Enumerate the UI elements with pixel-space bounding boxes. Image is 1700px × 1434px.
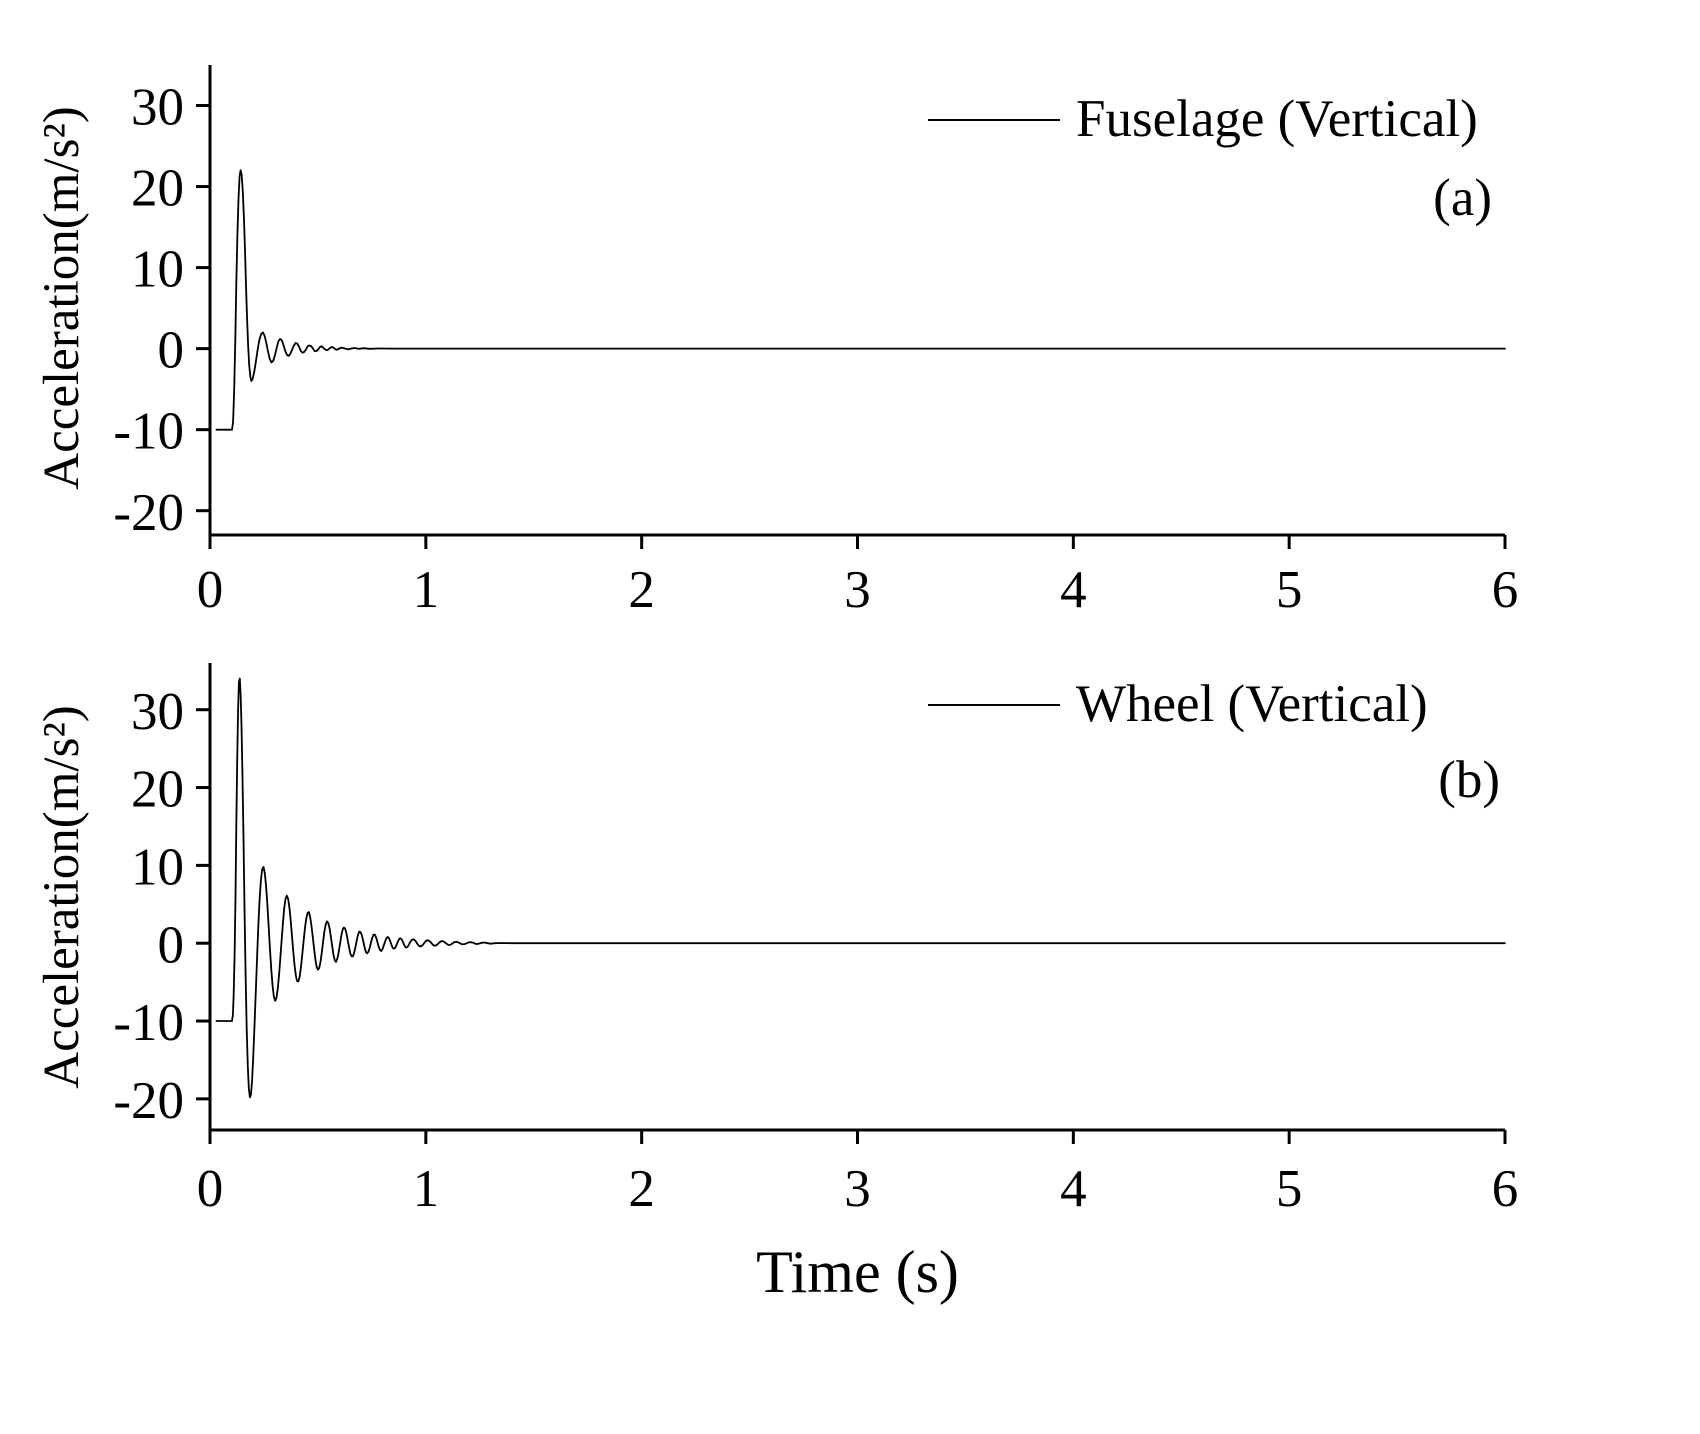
svg-text:10: 10 <box>131 838 184 896</box>
svg-text:4: 4 <box>1060 561 1087 619</box>
svg-text:2: 2 <box>628 1160 655 1218</box>
svg-text:4: 4 <box>1060 1160 1087 1218</box>
svg-text:0: 0 <box>158 322 185 380</box>
svg-text:5: 5 <box>1276 561 1303 619</box>
svg-text:3: 3 <box>844 561 871 619</box>
svg-text:3: 3 <box>844 1160 871 1218</box>
svg-text:0: 0 <box>158 916 185 974</box>
legend-label-b: Wheel (Vertical) <box>1076 675 1428 733</box>
legend-line-icon <box>928 118 1060 121</box>
svg-text:2: 2 <box>628 561 655 619</box>
svg-text:0: 0 <box>197 561 224 619</box>
svg-text:30: 30 <box>131 683 184 741</box>
svg-text:1: 1 <box>413 1160 440 1218</box>
svg-text:-20: -20 <box>113 484 184 542</box>
svg-text:0: 0 <box>197 1160 224 1218</box>
y-axis-label-a: Acceleration(m/s²) <box>34 106 90 490</box>
x-axis-label: Time (s) <box>756 1239 959 1305</box>
plot-area-b: -20 -10 0 10 20 30 0 1 2 3 4 5 6 <box>113 663 1519 1218</box>
svg-text:6: 6 <box>1492 1160 1519 1218</box>
svg-text:20: 20 <box>131 160 184 218</box>
legend-line-icon <box>928 703 1060 706</box>
svg-text:10: 10 <box>131 241 184 299</box>
legend-label-a: Fuselage (Vertical) <box>1076 90 1478 148</box>
legend-a: Fuselage (Vertical) <box>928 88 1478 152</box>
svg-text:-20: -20 <box>113 1072 184 1130</box>
svg-text:-10: -10 <box>113 403 184 461</box>
svg-text:30: 30 <box>131 79 184 137</box>
svg-text:5: 5 <box>1276 1160 1303 1218</box>
svg-text:-10: -10 <box>113 994 184 1052</box>
svg-text:1: 1 <box>413 561 440 619</box>
panel-tag-a: (a) <box>1433 169 1492 227</box>
svg-text:20: 20 <box>131 761 184 819</box>
legend-b: Wheel (Vertical) <box>928 673 1428 737</box>
plot-area-a: -20 -10 0 10 20 30 0 1 2 3 4 5 6 <box>113 65 1519 619</box>
panel-tag-b: (b) <box>1438 751 1500 809</box>
y-axis-label-b: Acceleration(m/s²) <box>34 705 90 1089</box>
svg-text:6: 6 <box>1492 561 1519 619</box>
